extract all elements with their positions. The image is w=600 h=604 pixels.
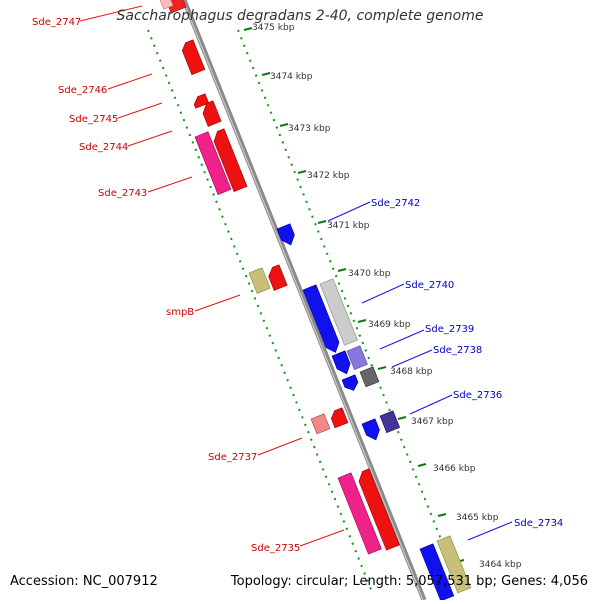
kbp-label-3471: 3471 kbp — [327, 221, 370, 231]
kbp-label-3464: 3464 kbp — [479, 560, 522, 570]
tick-mark — [279, 123, 289, 127]
callout-line — [379, 329, 425, 350]
tick-mark — [357, 319, 367, 323]
kbp-tick-labels: 3475 kbp 3474 kbp 3473 kbp 3472 kbp 3471… — [252, 23, 522, 570]
callout-line — [194, 294, 241, 312]
kbp-label-3474: 3474 kbp — [270, 72, 313, 82]
label-sde-2735[interactable]: Sde_2735 — [251, 543, 300, 554]
left-gene-labels: Sde_2747 Sde_2746 Sde_2745 Sde_2744 Sde_… — [32, 17, 300, 554]
outer-ring-left — [147, 29, 373, 593]
callout-line — [299, 529, 345, 547]
forward-strand-genes — [158, 0, 400, 555]
tick-mark — [297, 170, 307, 174]
callout-line — [117, 102, 163, 119]
tick-mark — [243, 27, 253, 31]
gene-sde-2740[interactable] — [302, 284, 342, 355]
tick-marks — [243, 27, 465, 563]
gene-sde-2739-blue[interactable] — [331, 350, 353, 377]
gene-sde-2737[interactable] — [329, 407, 349, 429]
label-sde-2739[interactable]: Sde_2739 — [425, 324, 474, 335]
kbp-label-3468: 3468 kbp — [390, 367, 433, 377]
kbp-label-3465: 3465 kbp — [456, 513, 499, 523]
label-sde-2742[interactable]: Sde_2742 — [371, 198, 420, 209]
callout-line — [327, 201, 371, 222]
gene-sde-2745[interactable] — [192, 93, 210, 109]
right-callout-lines — [327, 201, 513, 541]
tick-mark — [317, 220, 327, 224]
gene-smpb-khaki[interactable] — [248, 267, 271, 294]
gene-smpb[interactable] — [266, 264, 288, 291]
gene-sde-2744[interactable] — [200, 100, 222, 127]
tick-mark — [261, 72, 271, 76]
callout-line — [409, 394, 453, 415]
gene-sde-2746[interactable] — [180, 39, 206, 76]
callout-line — [107, 73, 153, 90]
label-sde-2744[interactable]: Sde_2744 — [79, 142, 128, 153]
map-title: Saccharophagus degradans 2-40, complete … — [116, 8, 484, 24]
gene-sde-2734-khaki[interactable] — [436, 535, 472, 594]
label-smpb[interactable]: smpB — [166, 307, 194, 318]
outer-ring-right — [237, 29, 463, 593]
tick-mark — [377, 366, 387, 370]
gene-sde-2734[interactable] — [419, 543, 455, 602]
label-sde-2743[interactable]: Sde_2743 — [98, 188, 147, 199]
callout-line — [361, 283, 405, 304]
genome-backbone — [181, 0, 427, 601]
tick-mark — [417, 463, 427, 467]
label-sde-2746[interactable]: Sde_2746 — [58, 85, 107, 96]
callout-line — [391, 349, 433, 368]
tick-mark — [337, 268, 347, 272]
label-sde-2740[interactable]: Sde_2740 — [405, 280, 454, 291]
gene-sde-2743[interactable] — [194, 131, 232, 195]
kbp-label-3466: 3466 kbp — [433, 464, 476, 474]
gene-sde-2747-b[interactable] — [158, 0, 174, 10]
gene-sde-2735-b[interactable] — [356, 468, 400, 551]
kbp-label-3467: 3467 kbp — [411, 417, 454, 427]
kbp-label-3475: 3475 kbp — [252, 23, 295, 33]
right-gene-labels: Sde_2742 Sde_2740 Sde_2739 Sde_2738 Sde_… — [371, 198, 563, 529]
tick-mark — [437, 513, 447, 517]
label-sde-2747[interactable]: Sde_2747 — [32, 17, 81, 28]
accession-label: Accession: NC_007912 — [10, 574, 158, 589]
gene-sde-2735[interactable] — [337, 472, 382, 555]
callout-line — [127, 130, 173, 147]
label-sde-2745[interactable]: Sde_2745 — [69, 114, 118, 125]
gene-sde-2738-blue[interactable] — [341, 374, 360, 393]
label-sde-2736[interactable]: Sde_2736 — [453, 390, 502, 401]
callout-line — [147, 176, 193, 193]
callout-line — [257, 437, 303, 456]
gene-sde-2739[interactable] — [346, 345, 368, 370]
kbp-label-3473: 3473 kbp — [288, 124, 331, 134]
gene-sde-2737-light[interactable] — [310, 413, 331, 435]
label-sde-2738[interactable]: Sde_2738 — [433, 345, 482, 356]
gene-sde-2736-blue[interactable] — [361, 418, 382, 443]
tick-mark — [397, 416, 407, 420]
callout-line — [467, 521, 513, 541]
gene-sde-2743-b[interactable] — [211, 128, 248, 192]
kbp-label-3470: 3470 kbp — [348, 269, 391, 279]
left-callout-lines — [79, 5, 345, 547]
genome-summary: Topology: circular; Length: 5,057,531 bp… — [230, 574, 588, 589]
kbp-label-3472: 3472 kbp — [307, 171, 350, 181]
kbp-label-3469: 3469 kbp — [368, 320, 411, 330]
gene-sde-2738[interactable] — [359, 366, 380, 388]
reverse-strand-genes — [276, 223, 472, 602]
gene-sde-2740-grey[interactable] — [319, 278, 358, 346]
genome-backbone-highlight — [182, 0, 424, 601]
gene-sde-2736[interactable] — [379, 410, 401, 434]
gene-sde-2742[interactable] — [276, 223, 297, 248]
label-sde-2734[interactable]: Sde_2734 — [514, 518, 563, 529]
label-sde-2737[interactable]: Sde_2737 — [208, 452, 257, 463]
callout-line — [79, 5, 143, 22]
